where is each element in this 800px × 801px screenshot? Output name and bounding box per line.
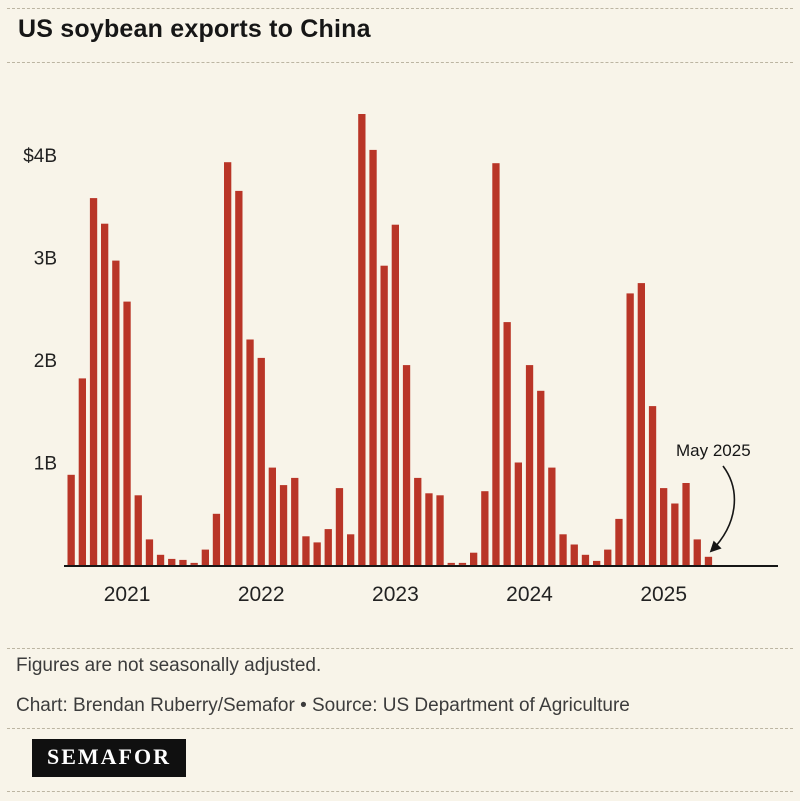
bar-2022-04 (291, 477, 299, 565)
bar-2021-05 (168, 558, 176, 565)
annotation-arrow (709, 465, 736, 553)
bar-2021-10 (224, 162, 232, 565)
x-axis-label-2023: 2023 (372, 583, 419, 606)
bar-2022-03 (279, 485, 288, 566)
bar-2023-02 (402, 365, 411, 565)
bar-2025-03 (682, 483, 690, 565)
bar-2022-09 (347, 534, 355, 566)
y-axis-label-3B: 3B (34, 249, 57, 270)
bar-2023-11 (503, 322, 511, 565)
page-title: US soybean exports to China (18, 15, 371, 43)
bar-2021-11 (235, 190, 243, 565)
bar-2020-09 (78, 378, 86, 565)
bar-2024-08 (604, 549, 612, 565)
x-axis-label-2021: 2021 (104, 583, 151, 606)
bar-2021-03 (145, 539, 154, 565)
bar-2020-11 (101, 223, 109, 565)
bar-2024-05 (570, 544, 578, 565)
bar-2024-06 (581, 554, 590, 566)
divider-bottom (7, 791, 793, 792)
divider-top (7, 8, 793, 9)
bar-2023-04 (425, 493, 433, 566)
bar-2023-06 (447, 562, 455, 565)
bar-2024-12 (648, 406, 657, 565)
bar-2023-08 (470, 552, 478, 565)
bar-2025-02 (671, 503, 679, 565)
bar-2020-10 (89, 198, 98, 565)
bar-2022-01 (257, 357, 265, 565)
x-axis-label-2024: 2024 (506, 583, 553, 606)
bar-2022-12 (380, 265, 388, 565)
bar-2024-10 (626, 293, 634, 565)
bar-2022-07 (324, 529, 332, 565)
annotation-label: May 2025 (676, 441, 751, 460)
bar-2021-01 (123, 301, 131, 565)
bar-2021-08 (201, 549, 209, 565)
bar-2023-09 (481, 491, 489, 565)
bar-2020-08 (67, 474, 75, 565)
bar-2022-02 (268, 467, 276, 565)
bar-2021-06 (179, 559, 187, 565)
bar-2024-04 (559, 534, 567, 566)
bar-2023-01 (391, 224, 399, 565)
bar-2024-07 (593, 560, 601, 565)
bar-2024-02 (537, 390, 545, 566)
chart-note: Figures are not seasonally adjusted. (16, 655, 322, 676)
bar-chart: $4B 3B 2B 1B 2021 2022 2023 2024 2025 May 2025 (23, 114, 778, 606)
bar-2024-03 (548, 467, 556, 565)
divider-above-logo (7, 728, 793, 729)
bar-2021-02 (134, 495, 142, 565)
divider-above-notes (7, 648, 793, 649)
bar-2021-07 (190, 562, 198, 565)
bar-2022-08 (335, 488, 344, 565)
bar-2023-03 (414, 477, 422, 565)
x-axis-label-2025: 2025 (640, 583, 687, 606)
bar-2021-12 (246, 339, 254, 565)
y-axis-label-4B: $4B (23, 146, 57, 167)
bar-2021-09 (212, 513, 221, 566)
bar-2022-05 (302, 536, 310, 565)
bar-2024-01 (525, 365, 534, 565)
divider-under-title (7, 62, 793, 63)
bar-2024-11 (637, 283, 645, 565)
bar-2023-12 (514, 462, 522, 565)
bar-2023-10 (492, 163, 500, 565)
semafor-logo: SEMAFOR (32, 739, 186, 778)
y-axis-label-1B: 1B (34, 454, 57, 475)
bar-2024-09 (615, 518, 623, 565)
x-axis-label-2022: 2022 (238, 583, 285, 606)
bar-2021-04 (156, 554, 165, 566)
bar-2023-05 (436, 495, 444, 565)
chart-credit: Chart: Brendan Ruberry/Semafor • Source:… (16, 695, 630, 716)
bar-2023-07 (458, 562, 467, 565)
bar-2022-10 (358, 114, 366, 565)
bar-2025-01 (660, 488, 668, 565)
bar-2025-04 (693, 539, 701, 565)
y-axis-label-2B: 2B (34, 351, 57, 372)
bar-2020-12 (112, 260, 120, 565)
bar-2025-05 (704, 556, 713, 565)
bar-2022-06 (313, 542, 321, 565)
bar-2022-11 (369, 149, 377, 565)
